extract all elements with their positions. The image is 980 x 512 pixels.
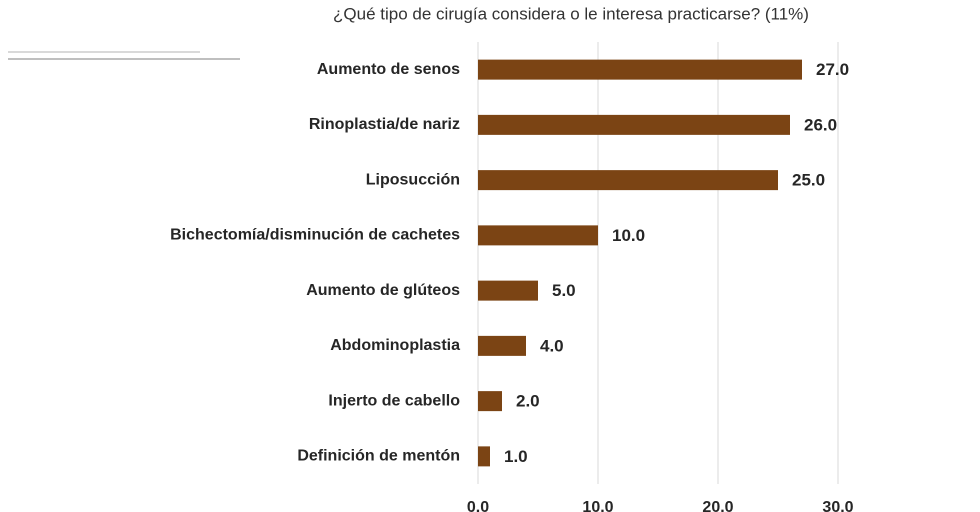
y-tick-label: Abdominoplastia bbox=[330, 337, 460, 354]
data-label: 1.0 bbox=[504, 447, 528, 466]
data-label: 2.0 bbox=[516, 392, 540, 411]
y-tick-label: Liposucción bbox=[366, 171, 460, 188]
y-tick-label: Bichectomía/disminución de cachetes bbox=[170, 227, 460, 244]
x-tick-label: 10.0 bbox=[582, 499, 613, 512]
x-tick-label: 20.0 bbox=[702, 499, 733, 512]
y-tick-label: Injerto de cabello bbox=[328, 392, 460, 409]
data-label: 25.0 bbox=[792, 171, 825, 190]
data-label: 26.0 bbox=[804, 115, 837, 134]
y-tick-label: Aumento de senos bbox=[317, 61, 460, 78]
bar bbox=[478, 446, 490, 467]
y-tick-label: Definición de mentón bbox=[297, 448, 460, 465]
data-label: 10.0 bbox=[612, 226, 645, 245]
bar bbox=[478, 114, 790, 135]
data-label: 4.0 bbox=[540, 336, 564, 355]
y-tick-label: Rinoplastia/de nariz bbox=[309, 116, 460, 133]
y-tick-label: Aumento de glúteos bbox=[306, 282, 460, 299]
data-label: 5.0 bbox=[552, 281, 576, 300]
bar bbox=[478, 59, 802, 80]
chart-title: ¿Qué tipo de cirugía considera o le inte… bbox=[333, 4, 809, 23]
data-label: 27.0 bbox=[816, 60, 849, 79]
x-tick-label: 0.0 bbox=[467, 499, 489, 512]
bar bbox=[478, 335, 526, 356]
bar bbox=[478, 225, 598, 246]
bar bbox=[478, 170, 778, 191]
bar bbox=[478, 280, 538, 301]
x-tick-label: 30.0 bbox=[822, 499, 853, 512]
bar bbox=[478, 391, 502, 412]
